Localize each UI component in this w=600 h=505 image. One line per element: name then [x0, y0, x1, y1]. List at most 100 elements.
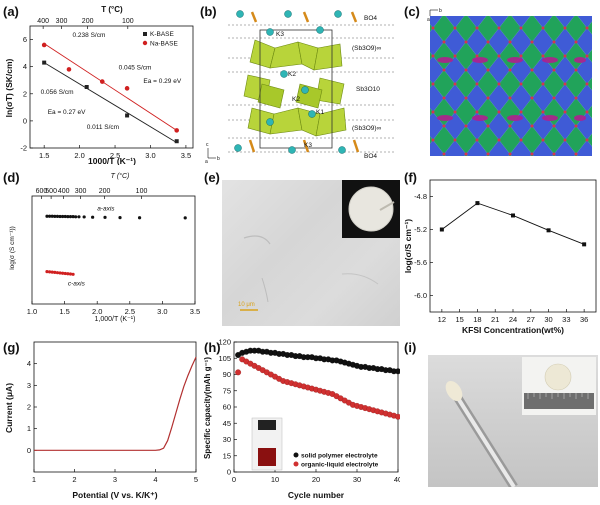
- sem-image-e: 10 μm: [222, 180, 400, 326]
- chart-a-ylabel: ln(σT) (SK/cm): [4, 58, 14, 117]
- chart-d-point-a-axis: [71, 215, 75, 219]
- chart-g-plot-frame: [33, 341, 197, 473]
- layer-sb3o9-top: (Sb3O9)∞: [352, 45, 382, 52]
- chart-a-point-na-base: [66, 67, 72, 72]
- photo-i: [428, 355, 598, 487]
- site-k2-a: K2: [288, 71, 296, 78]
- chart-d-point-c-axis: [48, 270, 52, 274]
- chart-h-point-solid-polymer: [395, 368, 400, 375]
- site-k2-b: K2: [292, 96, 300, 103]
- chart-h-ylabel: Specific capacity(mAh g⁻¹): [203, 357, 212, 459]
- chart-a-annotation: 0.045 S/cm: [119, 64, 152, 71]
- chart-a-point-k-base: [84, 85, 89, 89]
- chart-a-point-na-base: [99, 79, 105, 84]
- chart-g-xtick-label: 5: [194, 475, 198, 484]
- scale-bar-label-e: 10 μm: [238, 302, 255, 308]
- chart-f-xlabel: KFSI Concentration(wt%): [462, 325, 564, 335]
- chart-h-ytick-label: 75: [223, 386, 231, 395]
- chart-a: 1.5 2.0 2.5 3.0 3.5 -2 0 2 4 6 400 300 200 100 T (°C) 1…: [4, 5, 194, 165]
- chart-h-xtick-label: 20: [312, 475, 320, 484]
- chart-d-point-c-axis: [68, 272, 73, 276]
- chart-h-xtick-label: 30: [353, 475, 361, 484]
- chart-a-annotation: 0.011 S/cm: [87, 124, 119, 131]
- chart-d-point-a-axis: [68, 215, 73, 219]
- chart-f-ylabel: log(σ/S cm⁻¹): [403, 219, 413, 273]
- chart-a-annotation: 0.056 S/cm: [41, 89, 74, 96]
- chart-a-top-xlabel: T (°C): [101, 5, 123, 14]
- chart-h-ytick-label: 45: [223, 419, 231, 428]
- chart-d-xlabel: 1,000/T (K⁻¹): [95, 316, 136, 323]
- chart-f-plot-frame: [429, 179, 597, 313]
- panel-i-label: (i): [404, 340, 417, 355]
- chart-d-point-c-axis: [66, 272, 70, 276]
- chart-d-point-a-axis: [50, 214, 54, 218]
- chart-h-ytick-label: 120: [218, 338, 231, 347]
- chart-d-point-c-axis: [50, 270, 54, 274]
- chart-g-ytick-label: 3: [27, 381, 31, 390]
- chart-d-point-a-axis: [74, 215, 78, 219]
- chart-d-point-a-axis: [103, 215, 107, 219]
- chart-d-point-c-axis: [63, 271, 67, 276]
- chart-d-point-a-axis: [183, 216, 187, 220]
- chart-d-point-a-axis: [77, 215, 81, 219]
- chart-f-point: [582, 242, 587, 247]
- chart-g: 1 2 3 4 5 0 1 2 3 4 Potential (V vs. K/K⁺) Current …: [4, 341, 198, 500]
- chart-d-top-tick-label: 300: [75, 188, 87, 195]
- axes-icon-c: b a: [427, 8, 442, 23]
- chart-d-point-c-axis: [53, 270, 57, 275]
- chart-h-legend-solid: solid polymer electrolyte: [301, 453, 378, 460]
- panel-f-label: (f): [404, 170, 417, 185]
- chart-a-point-k-base: [42, 60, 47, 65]
- chart-a-point-k-base: [174, 139, 179, 144]
- chart-g-ytick-label: 4: [27, 359, 31, 368]
- chart-g-xtick-label: 4: [153, 475, 157, 484]
- chart-h-legend-marker-solid: [293, 452, 299, 458]
- layer-sb3o10: Sb3O10: [356, 86, 380, 93]
- chart-d-point-a-axis: [66, 215, 70, 219]
- chart-f-ytick-label: -4.8: [414, 192, 427, 201]
- chart-a-ytick-label: 6: [23, 35, 27, 44]
- chart-g-ylabel: Current (μA): [4, 383, 14, 433]
- chart-f-ytick-label: -5.6: [414, 258, 427, 267]
- chart-a-xtick-label: 2.0: [74, 151, 84, 160]
- chart-f-point: [439, 227, 444, 232]
- chart-a-legend-marker-na: [142, 40, 148, 46]
- chart-h-xtick-label: 10: [271, 475, 279, 484]
- chart-h-xlabel: Cycle number: [288, 490, 345, 500]
- site-k1: K1: [316, 109, 324, 116]
- chart-d-point-c-axis: [61, 271, 65, 275]
- chart-h-legend-marker-organic: [293, 461, 299, 467]
- chart-f-xtick-label: 12: [438, 315, 446, 324]
- chart-a-plot-frame: [29, 25, 194, 149]
- chart-f-line: [441, 202, 585, 245]
- chart-g-xtick-label: 1: [32, 475, 36, 484]
- chart-a-point-k-base: [125, 113, 130, 118]
- chart-d-top-tick-label: 600: [36, 188, 48, 195]
- chart-d-point-a-axis: [61, 214, 65, 219]
- chart-h-ytick-label: 60: [223, 403, 231, 412]
- chart-f-xtick-label: 33: [562, 315, 570, 324]
- chart-f-xtick-label: 21: [491, 315, 499, 324]
- chart-d-point-a-axis: [82, 215, 86, 219]
- chart-h-ytick-label: 105: [218, 354, 231, 363]
- chart-f-point: [511, 213, 515, 218]
- chart-a-annotation: 0.238 S/cm: [73, 32, 106, 39]
- chart-d-point-c-axis: [45, 270, 49, 274]
- chart-a-annotation: Ea = 0.29 eV: [143, 78, 181, 85]
- chart-f-xtick-label: 18: [473, 315, 481, 324]
- chart-h-ytick-label: 0: [227, 468, 231, 477]
- layer-bo4-top: BO4: [364, 15, 377, 22]
- axis-c-label-b: c: [206, 142, 209, 148]
- chart-a-legend-marker-k: [143, 32, 147, 36]
- chart-d-point-a-axis: [53, 214, 57, 218]
- chart-h-inset-vial-liquid: [258, 448, 276, 466]
- chart-a-annotation: Ea = 0.27 eV: [48, 109, 86, 116]
- chart-d-plot-frame: [31, 195, 196, 305]
- chart-d-point-a-axis: [118, 216, 122, 220]
- chart-a-ytick-label: 4: [23, 62, 27, 71]
- chart-h-ytick-label: 30: [223, 435, 231, 444]
- panel-h-label: (h): [204, 340, 221, 355]
- chart-f-ytick-label: -6.0: [414, 291, 427, 300]
- chart-f-xtick-label: 27: [527, 315, 535, 324]
